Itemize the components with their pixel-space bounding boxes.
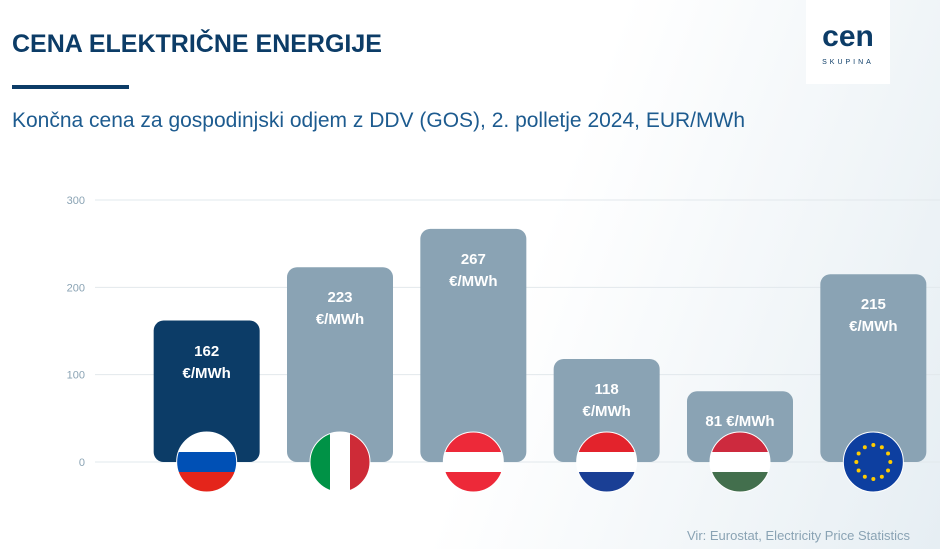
logo-box [806,0,890,84]
flag-field [843,432,904,492]
y-tick-label: 0 [79,457,85,469]
value-label: 118 €/MWh [582,380,631,420]
logo-text: SKUPINA [822,59,874,66]
flag-star [871,477,876,481]
flag-stripe [176,432,237,453]
flag-stripe [576,452,637,473]
flag-stripe [443,432,504,453]
flag-ring [576,431,638,493]
flag-star [879,474,884,479]
flag-stripe [710,452,770,473]
flag-ring [842,431,904,493]
flag [443,432,504,492]
flag-star [862,445,867,450]
bar [820,274,927,462]
flag-star [862,474,867,479]
value-label: 162 €/MWh [182,342,231,382]
flag-star [886,451,891,456]
value-label: 81 €/MWh [705,413,775,431]
value-label: 215 €/MWh [849,296,898,336]
bar [287,267,393,462]
flag-star [854,460,859,464]
flag [576,432,637,492]
bar [420,228,527,462]
flag-ring [442,431,504,493]
title: CENA ELEKTRIČNE ENERGIJE [12,28,382,58]
flag-stripe [576,432,637,453]
flag-ring [309,431,371,493]
flag [176,432,237,492]
flag-stripe [710,432,770,453]
flag-star [856,468,861,473]
value-label: 267 €/MWh [449,250,498,290]
flag-stripe [443,452,504,473]
y-tick-label: 100 [67,370,85,382]
flag-stripe [576,472,637,492]
bar [553,358,660,462]
flag-star [871,443,876,447]
title-underline [12,85,129,89]
bar [687,391,793,462]
flag-ring [709,431,771,493]
flag-stripe [710,472,770,492]
subtitle: Končna cena za gospodinjski odjem z DDV … [12,109,745,132]
flag-stripe [350,432,370,492]
logo-mark: cen [822,20,874,53]
flag [710,432,770,492]
flag-star [886,468,891,473]
flag [843,432,904,492]
y-tick-label: 200 [67,282,85,294]
flag-stripe [176,452,237,473]
source: Vir: Eurostat, Electricity Price Statist… [687,528,910,543]
flag [310,432,370,492]
flag-star [888,460,893,464]
flag-stripe [176,472,237,492]
flag-ring [176,431,238,493]
value-label: 223 €/MWh [315,289,365,329]
flag-star [856,451,861,456]
flag-stripe [330,432,351,492]
bar [153,320,260,462]
flag-star [879,445,884,450]
flag-stripe [443,472,504,492]
y-tick-label: 300 [67,195,85,207]
flag-stripe [310,432,331,492]
